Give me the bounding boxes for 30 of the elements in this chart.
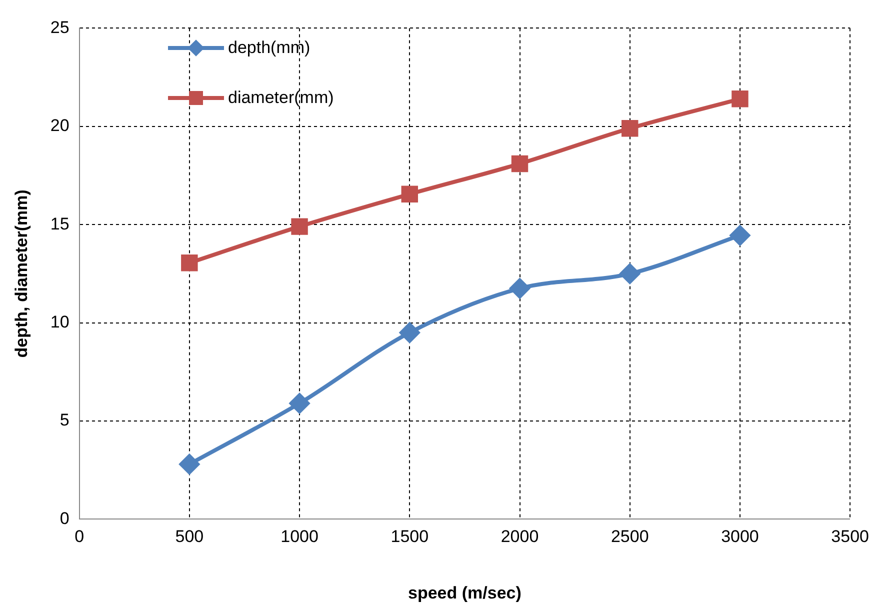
- y-tick-label: 0: [60, 508, 70, 528]
- point: [400, 322, 420, 343]
- point: [510, 278, 530, 298]
- point: [511, 155, 528, 172]
- x-tick-label: 2000: [500, 527, 539, 546]
- legend-label: depth(mm): [228, 38, 310, 58]
- point: [179, 454, 200, 474]
- x-tick-label: 500: [175, 527, 204, 546]
- x-tick-label: 1500: [390, 527, 429, 546]
- point: [730, 225, 750, 246]
- y-tick-label: 15: [50, 214, 70, 234]
- y-axis-title: depth, diameter(mm): [12, 190, 31, 358]
- x-tick-label: 2500: [610, 527, 649, 546]
- point: [620, 264, 640, 284]
- x-tick-label: 3500: [831, 527, 870, 546]
- point: [622, 120, 638, 137]
- x-tick-label: 1000: [280, 527, 318, 546]
- point: [291, 218, 308, 235]
- y-tick-label: 20: [50, 116, 70, 136]
- x-axis-title: speed (m/sec): [408, 583, 522, 602]
- point: [732, 90, 748, 108]
- x-tick-label: 3000: [721, 527, 759, 546]
- point: [181, 254, 198, 272]
- legend-label: diameter(mm): [228, 88, 334, 108]
- point: [401, 186, 418, 203]
- y-tick-label: 25: [50, 18, 70, 37]
- x-tick-label: 0: [74, 527, 84, 546]
- y-tick-label: 10: [50, 312, 70, 332]
- y-tick-label: 5: [60, 410, 70, 430]
- point: [290, 393, 310, 414]
